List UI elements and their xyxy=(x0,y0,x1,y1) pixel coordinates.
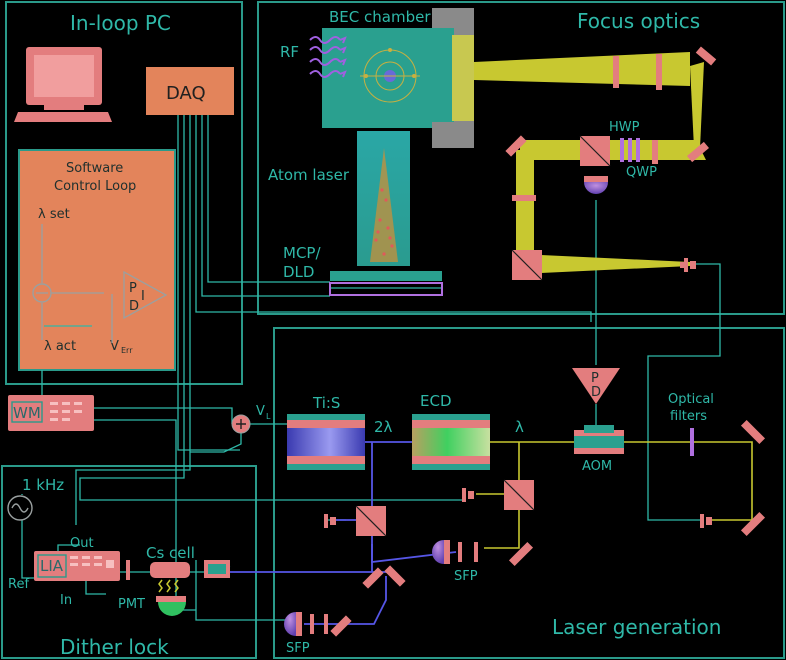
sfp-top-cavity xyxy=(432,540,478,564)
dld-plate xyxy=(329,282,443,296)
laser-generation-title: Laser generation xyxy=(552,615,721,639)
ref-label: Ref xyxy=(8,577,29,592)
oscillator-icon xyxy=(7,495,33,521)
in-label: In xyxy=(60,593,72,608)
focus-beamsplitters xyxy=(511,135,611,281)
pd-d-label: D xyxy=(591,385,601,400)
cs-cell xyxy=(126,560,190,580)
pid-controller-icon xyxy=(123,270,168,320)
lambda-set-label: λ set xyxy=(38,207,70,222)
harmonic-beam xyxy=(476,441,753,549)
pmt-icon xyxy=(156,596,186,616)
svg-text:L: L xyxy=(266,412,271,421)
waveplates xyxy=(620,138,640,162)
bec-window xyxy=(452,35,474,121)
rf-waves-icon xyxy=(309,36,347,78)
lambda-label: λ xyxy=(515,418,524,436)
pid-d-label: D xyxy=(129,299,139,314)
daq-box xyxy=(146,67,234,115)
software-label-2: Control Loop xyxy=(54,179,136,194)
focus-photodiode-icon xyxy=(584,176,608,194)
lia-label: LIA xyxy=(40,557,64,575)
sfp-bottom-label: SFP xyxy=(286,641,310,656)
lia-box xyxy=(34,551,120,581)
focus-lenses xyxy=(512,54,662,201)
mcp-label-1: MCP/ xyxy=(283,244,321,262)
atom-cloud-icon xyxy=(360,48,420,103)
wm-label: WM xyxy=(13,404,41,422)
aom-photodiode-icon xyxy=(572,368,620,404)
vl-label: V L xyxy=(256,404,271,421)
svg-text:Err: Err xyxy=(121,346,133,355)
cs-fluorescence-icon xyxy=(158,579,179,593)
optical-filters-label-2: filters xyxy=(670,409,707,424)
laser-mirrors xyxy=(330,419,766,637)
mcp-plate xyxy=(330,271,442,281)
laser-beamsplitters xyxy=(355,479,535,537)
in-loop-pc-title: In-loop PC xyxy=(70,11,171,35)
mcp-label-2: DLD xyxy=(283,263,314,281)
signal-wiring xyxy=(21,115,721,621)
laser-generation-panel xyxy=(273,327,785,659)
aom-label: AOM xyxy=(582,459,612,474)
fiber-couplers xyxy=(324,488,712,528)
svg-text:V: V xyxy=(110,339,119,354)
sfp-bottom-cavity xyxy=(284,612,328,636)
dither-lock-panel xyxy=(1,465,257,659)
isolator-icon xyxy=(204,560,230,578)
optical-filter xyxy=(690,428,694,456)
aom-device xyxy=(574,425,624,454)
pid-i-label: I xyxy=(141,289,145,304)
pmt-label: PMT xyxy=(118,597,145,612)
ti-sapphire-laser xyxy=(287,414,365,470)
in-loop-pc-panel xyxy=(5,1,243,385)
bec-chamber-label: BEC chamber xyxy=(329,8,431,26)
software-label-1: Software xyxy=(66,161,123,176)
atom-laser-plume xyxy=(357,131,410,266)
two-lambda-label: 2λ xyxy=(374,418,393,436)
hwp-label: HWP xyxy=(609,120,640,135)
pd-p-label: P xyxy=(591,371,599,386)
wavemeter-box xyxy=(8,395,94,431)
optical-filters-label-1: Optical xyxy=(668,392,714,407)
dither-lock-title: Dither lock xyxy=(60,635,169,659)
pid-p-label: P xyxy=(129,281,137,296)
daq-label: DAQ xyxy=(166,83,206,104)
focus-optics-panel xyxy=(257,1,785,315)
lambda-act-label: λ act xyxy=(44,339,76,354)
software-control-loop-box xyxy=(18,149,176,371)
rf-label: RF xyxy=(280,43,299,61)
sfp-top-label: SFP xyxy=(454,569,478,584)
ecd-doubler xyxy=(412,414,490,470)
out-label: Out xyxy=(70,536,94,551)
fiber-coupler-top xyxy=(680,258,696,272)
focus-optics-title: Focus optics xyxy=(577,9,700,33)
computer-icon xyxy=(14,47,112,122)
ecd-label: ECD xyxy=(420,392,452,410)
cs-cell-label: Cs cell xyxy=(146,544,195,562)
atom-laser-label: Atom laser xyxy=(268,166,350,184)
focus-mirrors xyxy=(505,46,717,163)
qwp-label: QWP xyxy=(626,165,657,180)
v-err-label: V Err xyxy=(110,339,133,355)
svg-text:V: V xyxy=(256,404,265,419)
freq-label: 1 kHz xyxy=(22,476,64,494)
tis-label: Ti:S xyxy=(312,394,340,412)
